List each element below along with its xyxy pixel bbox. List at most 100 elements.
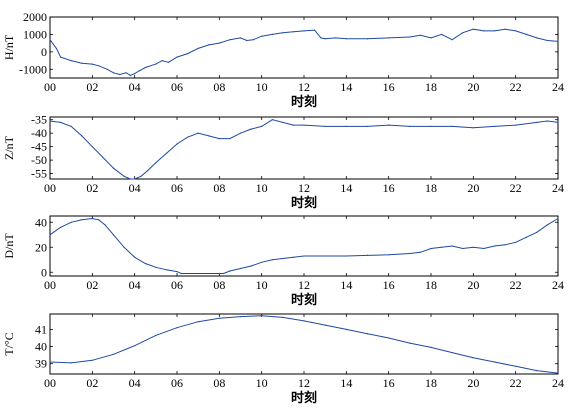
data-point (345, 255, 347, 257)
data-point (493, 245, 496, 247)
data-point (129, 178, 131, 180)
x-axis-label: 时刻 (291, 390, 317, 405)
x-tick-label: 10 (256, 181, 268, 195)
panel-1: 00 02 04 06 08 10 12 14 16 18 20 22 24 2000 1000 0 -1000… (2, 10, 564, 109)
x-axis-label: 时刻 (291, 195, 317, 210)
data-point (134, 178, 136, 180)
x-tick-label: 14 (340, 181, 352, 195)
x-tick-label: 00 (44, 181, 56, 195)
panel-2: 00 02 04 06 08 10 12 14 16 18 20 22 24 -35-40-45-50-5… (2, 113, 564, 210)
x-tick-label: 18 (425, 278, 437, 292)
series-line (49, 217, 559, 274)
x-tick-label: 22 (510, 376, 522, 390)
data-point (557, 121, 559, 123)
data-point (138, 70, 140, 72)
data-point (441, 33, 443, 36)
data-point (536, 37, 538, 39)
x-tick-label: 18 (425, 376, 437, 390)
y-tick-label: -35 (31, 113, 47, 127)
data-point (123, 246, 125, 248)
data-point (515, 30, 517, 32)
data-point (557, 40, 559, 43)
data-point (229, 138, 231, 140)
data-point (208, 135, 210, 137)
x-tick-label: 14 (340, 376, 352, 390)
data-point (55, 47, 58, 50)
data-point (451, 125, 453, 127)
data-point (197, 321, 199, 323)
data-point (91, 146, 93, 148)
y-axis-label: H/nT (2, 34, 16, 60)
data-point (155, 266, 157, 268)
data-point (81, 135, 83, 137)
data-point (493, 30, 496, 32)
data-point (546, 224, 549, 226)
x-tick-label: 12 (298, 80, 310, 94)
data-point (119, 73, 121, 76)
data-point (292, 31, 294, 33)
x-tick-label: 02 (86, 278, 98, 292)
data-point (462, 247, 464, 250)
x-tick-label: 24 (552, 181, 564, 195)
data-point (60, 226, 62, 228)
x-tick-label: 20 (467, 278, 479, 292)
data-point (419, 251, 421, 253)
x-tick-label: 02 (86, 80, 98, 94)
data-point (388, 124, 390, 126)
data-point (49, 234, 51, 236)
data-point (515, 124, 517, 126)
x-tick-label: 06 (171, 181, 183, 195)
data-point (144, 262, 146, 265)
data-point (91, 63, 93, 65)
y-tick-label: -55 (31, 167, 47, 181)
data-point (430, 247, 432, 250)
series-line (49, 28, 559, 76)
data-point (525, 236, 527, 238)
data-point (165, 269, 167, 271)
data-point (91, 359, 93, 361)
data-point (345, 125, 347, 127)
data-point (388, 254, 390, 256)
data-point (104, 224, 106, 226)
series-line (49, 119, 559, 180)
data-point (320, 37, 322, 39)
data-point (155, 334, 157, 336)
data-point (557, 217, 559, 220)
data-point (165, 152, 167, 154)
data-point (49, 39, 51, 41)
data-point (366, 254, 369, 256)
data-point (70, 221, 72, 223)
data-point (106, 68, 108, 70)
data-point (70, 362, 72, 364)
x-tick-label: 22 (510, 278, 522, 292)
y-tick-label: 1000 (23, 27, 47, 41)
x-tick-label: 14 (340, 278, 352, 292)
data-point (282, 257, 284, 260)
data-point (335, 37, 337, 39)
data-point (345, 38, 347, 40)
data-point (218, 42, 220, 44)
data-point (409, 342, 411, 344)
data-point (303, 124, 305, 126)
x-tick-label: 08 (213, 278, 225, 292)
data-point (261, 125, 263, 127)
y-tick-label: 0 (41, 265, 47, 279)
data-point (176, 327, 178, 329)
x-tick-label: 16 (383, 181, 395, 195)
data-point (472, 246, 474, 248)
data-point (98, 65, 100, 67)
data-point (324, 38, 326, 40)
y-axis-label: Z/nT (2, 135, 16, 160)
data-point (303, 30, 305, 32)
series-line (49, 315, 559, 374)
x-tick-label: 08 (213, 80, 225, 94)
plot-frame (49, 116, 559, 180)
data-point (187, 136, 189, 138)
x-tick-label: 20 (467, 181, 479, 195)
x-tick-label: 22 (510, 80, 522, 94)
data-point (81, 219, 83, 221)
data-point (271, 33, 273, 36)
x-tick-label: 16 (383, 80, 395, 94)
data-point (229, 270, 231, 272)
